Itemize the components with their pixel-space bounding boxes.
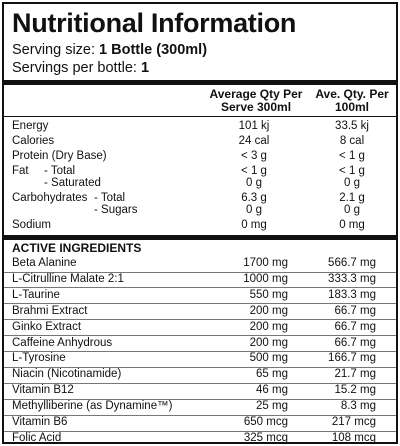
col-header-per100: Ave. Qty. Per 100ml	[306, 88, 398, 114]
nutrient-per100: 2.1 g	[339, 192, 365, 204]
panel-title: Nutritional Information	[12, 8, 297, 38]
divider-top	[4, 80, 396, 85]
ingredient-serve: 1000 mg	[243, 272, 288, 285]
nutrient-per100: < 1 g	[339, 150, 365, 162]
ingredient-name: Vitamin B12	[12, 384, 74, 397]
servings-label: Servings per bottle:	[12, 60, 137, 76]
ingredient-name: Methylliberine (as Dynamine™)	[12, 400, 173, 413]
ingredient-name: L-Taurine	[12, 288, 60, 301]
ingredient-per100: 183.3 mg	[328, 288, 376, 301]
nutrient-serve: 0 g	[246, 204, 262, 216]
ingredient-divider	[4, 366, 396, 368]
col-header-serve-line2: Serve 300ml	[220, 100, 292, 114]
col-header-per100-line2: 100ml	[334, 100, 370, 114]
active-ingredients-title: ACTIVE INGREDIENTS	[12, 241, 142, 255]
ingredient-divider	[4, 271, 396, 273]
ingredient-divider	[4, 287, 396, 289]
ingredient-name: Folic Acid	[12, 431, 62, 444]
ingredient-name: Caffeine Anhydrous	[12, 336, 113, 349]
nutrient-per100: 33.5 kj	[335, 120, 369, 132]
ingredient-per100: 8.3 mg	[340, 400, 376, 413]
ingredient-per100: 66.7 mg	[334, 304, 376, 317]
nutrient-sublabel: - Total	[44, 165, 76, 177]
col-header-per100-line1: Ave. Qty. Per	[315, 87, 389, 101]
ingredient-per100: 566.7 mg	[328, 257, 376, 269]
nutrient-label: Calories	[12, 135, 55, 147]
nutrient-per100: 0 g	[344, 204, 360, 216]
ingredient-divider	[4, 319, 396, 321]
servings-value: 1	[140, 60, 150, 76]
nutrient-serve: 101 kj	[238, 120, 270, 132]
col-header-serve: Average Qty Per Serve 300ml	[208, 88, 304, 114]
nutrient-sublabel: - Saturated	[44, 177, 101, 189]
divider-active	[4, 235, 396, 240]
serving-size-label: Serving size:	[12, 42, 96, 58]
ingredient-divider	[4, 430, 396, 432]
ingredient-serve: 200 mg	[249, 304, 288, 317]
ingredient-divider	[4, 303, 396, 305]
nutrient-per100: 0 g	[344, 177, 360, 189]
nutrient-serve: 0 mg	[241, 219, 267, 231]
ingredient-serve: 650 mcg	[243, 416, 288, 428]
ingredient-serve: 200 mg	[249, 336, 288, 349]
ingredient-divider	[4, 351, 396, 352]
ingredient-divider	[4, 398, 396, 400]
divider-header	[4, 116, 396, 117]
ingredient-name: L-Tyrosine	[12, 352, 66, 365]
serving-size: Serving size: 1 Bottle (300ml)	[12, 42, 207, 58]
ingredient-per100: 333.3 mg	[328, 272, 376, 285]
ingredient-per100: 166.7 mg	[328, 352, 376, 365]
ingredient-name: Beta Alanine	[12, 257, 77, 269]
ingredient-name: L-Citrulline Malate 2:1	[12, 272, 124, 285]
ingredient-serve: 1700 mg	[243, 257, 288, 269]
ingredient-divider	[4, 382, 396, 384]
ingredient-name: Niacin (Nicotinamide)	[12, 368, 122, 381]
nutrient-sublabel: - Total	[94, 192, 126, 204]
ingredient-serve: 325 mcg	[243, 431, 288, 444]
nutrient-serve: 6.3 g	[241, 192, 267, 204]
col-header-serve-line1: Average Qty Per	[209, 87, 303, 101]
nutrient-sublabel: - Sugars	[94, 204, 138, 216]
ingredient-per100: 108 mcg	[331, 431, 376, 444]
ingredient-serve: 65 mg	[256, 368, 288, 381]
nutrient-label: Sodium	[12, 219, 51, 231]
ingredient-name: Ginko Extract	[12, 320, 82, 333]
ingredient-name: Vitamin B6	[12, 416, 68, 428]
nutrient-serve: 0 g	[246, 177, 262, 189]
ingredient-serve: 550 mg	[249, 288, 288, 301]
nutrient-per100: 0 mg	[339, 219, 365, 231]
ingredient-per100: 217 mcg	[331, 416, 376, 428]
ingredient-name: Brahmi Extract	[12, 304, 88, 317]
nutrient-label: Fat	[12, 165, 29, 177]
ingredient-serve: 25 mg	[256, 400, 288, 413]
nutrient-label: Energy	[12, 120, 49, 132]
ingredient-per100: 15.2 mg	[334, 384, 376, 397]
serving-size-value: 1 Bottle (300ml)	[99, 42, 208, 58]
nutrient-serve: < 1 g	[241, 165, 267, 177]
ingredient-per100: 66.7 mg	[334, 336, 376, 349]
ingredient-serve: 200 mg	[249, 320, 288, 333]
nutrient-label: Protein (Dry Base)	[12, 150, 107, 162]
nutrient-label: Carbohydrates	[12, 192, 88, 204]
ingredient-per100: 66.7 mg	[334, 320, 376, 333]
nutrient-serve: < 3 g	[241, 150, 267, 162]
ingredient-divider	[4, 335, 396, 337]
nutrient-serve: 24 cal	[238, 135, 270, 147]
ingredient-serve: 500 mg	[249, 352, 288, 365]
ingredient-per100: 21.7 mg	[334, 368, 376, 381]
ingredient-divider	[4, 414, 396, 416]
nutrient-per100: 8 cal	[339, 135, 365, 147]
ingredient-serve: 46 mg	[256, 384, 288, 397]
servings-per-bottle: Servings per bottle: 1	[12, 60, 149, 76]
nutrient-per100: < 1 g	[339, 165, 365, 177]
